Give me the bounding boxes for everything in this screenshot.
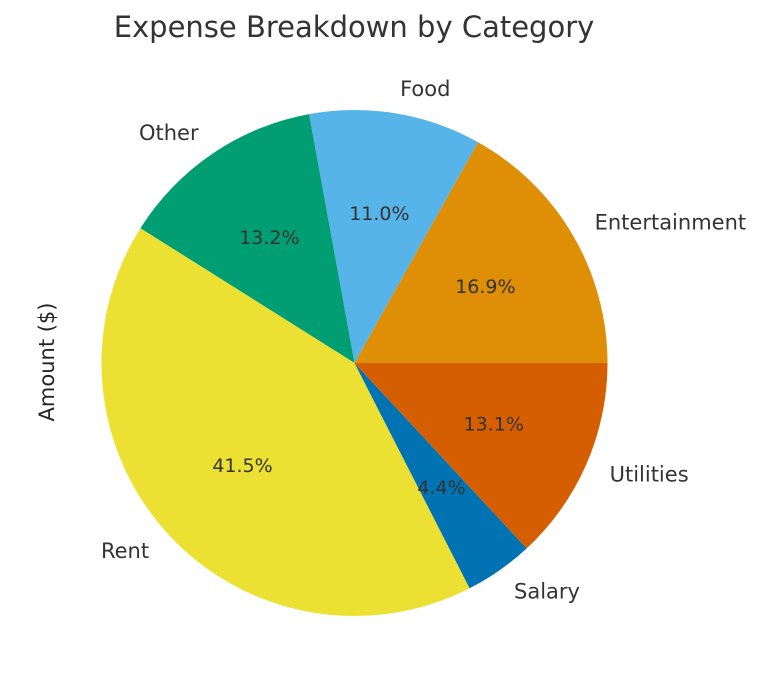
percent-label-food: 11.0% <box>349 203 409 225</box>
pie-slice-entertainment <box>354 142 608 363</box>
category-label-rent: Rent <box>101 539 149 563</box>
category-label-salary: Salary <box>514 579 580 603</box>
pie-slice-utilities <box>354 363 608 549</box>
category-label-food: Food <box>400 77 450 101</box>
category-label-utilities: Utilities <box>610 463 689 487</box>
category-label-other: Other <box>139 121 199 145</box>
percent-label-rent: 41.5% <box>212 455 272 477</box>
category-label-entertainment: Entertainment <box>595 211 747 235</box>
pie-slice-rent <box>101 228 470 617</box>
percent-label-salary: 4.4% <box>417 477 465 499</box>
pie-slice-food <box>309 110 479 364</box>
chart-title: Expense Breakdown by Category <box>113 10 595 44</box>
pie-slice-other <box>140 114 355 363</box>
percent-label-entertainment: 16.9% <box>455 276 515 298</box>
percent-label-other: 13.2% <box>239 227 299 249</box>
percent-label-utilities: 13.1% <box>464 413 524 435</box>
pie-slice-salary <box>354 363 527 589</box>
